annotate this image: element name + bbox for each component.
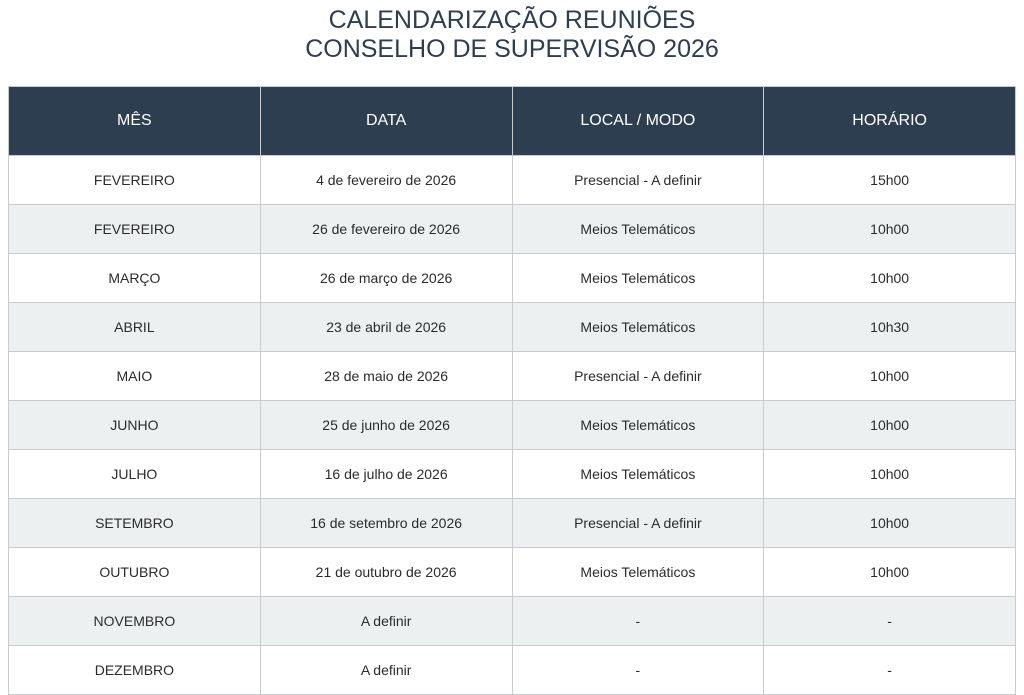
table-row: ABRIL 23 de abril de 2026 Meios Telemático… — [8, 302, 1016, 352]
cell-local-modo: Presencial - A definir — [511, 351, 765, 401]
cell-horario: 10h00 — [763, 204, 1016, 254]
cell-data: 26 de março de 2026 — [259, 253, 513, 303]
table-row: SETEMBRO 16 de setembro de 2026 Presencial… — [8, 498, 1016, 548]
cell-mes: OUTUBRO — [8, 547, 261, 597]
cell-local-modo: Meios Telemáticos — [511, 302, 765, 352]
title-line-2: CONSELHO DE SUPERVISÃO 2026 — [305, 35, 719, 63]
cell-data: 16 de julho de 2026 — [259, 449, 513, 499]
cell-mes: DEZEMBRO — [8, 645, 261, 695]
table-row: MARÇO 26 de março de 2026 Meios Telemático… — [8, 253, 1016, 303]
cell-horario: - — [763, 596, 1016, 646]
header-local-modo: LOCAL / MODO — [511, 86, 765, 156]
cell-horario: 15h00 — [763, 155, 1016, 205]
cell-data: A definir — [259, 645, 513, 695]
cell-horario: 10h00 — [763, 400, 1016, 450]
cell-data: 25 de junho de 2026 — [259, 400, 513, 450]
meetings-table: MÊS DATA LOCAL / MODO HORÁRIO FEVEREIRO 4… — [8, 86, 1016, 695]
cell-mes: ABRIL — [8, 302, 261, 352]
cell-local-modo: Meios Telemáticos — [511, 449, 765, 499]
cell-local-modo: Meios Telemáticos — [511, 253, 765, 303]
cell-mes: JUNHO — [8, 400, 261, 450]
cell-mes: FEVEREIRO — [8, 204, 261, 254]
table-row: MAIO 28 de maio de 2026 Presencial - A def… — [8, 351, 1016, 401]
cell-mes: NOVEMBRO — [8, 596, 261, 646]
table-row: JULHO 16 de julho de 2026 Meios Telemático… — [8, 449, 1016, 499]
cell-mes: MARÇO — [8, 253, 261, 303]
cell-data: 16 de setembro de 2026 — [259, 498, 513, 548]
cell-horario: - — [763, 645, 1016, 695]
cell-local-modo: Presencial - A definir — [511, 498, 765, 548]
cell-horario: 10h00 — [763, 253, 1016, 303]
cell-data: 21 de outubro de 2026 — [259, 547, 513, 597]
cell-data: 26 de fevereiro de 2026 — [259, 204, 513, 254]
cell-horario: 10h00 — [763, 498, 1016, 548]
cell-horario: 10h00 — [763, 351, 1016, 401]
cell-horario: 10h00 — [763, 449, 1016, 499]
cell-mes: MAIO — [8, 351, 261, 401]
cell-mes: SETEMBRO — [8, 498, 261, 548]
table-row: NOVEMBRO A definir - - — [8, 596, 1016, 646]
cell-local-modo: Meios Telemáticos — [511, 547, 765, 597]
header-horario: HORÁRIO — [763, 86, 1016, 156]
cell-local-modo: - — [511, 645, 765, 695]
header-data: DATA — [259, 86, 513, 156]
cell-data: 28 de maio de 2026 — [259, 351, 513, 401]
cell-data: 23 de abril de 2026 — [259, 302, 513, 352]
cell-data: A definir — [259, 596, 513, 646]
cell-horario: 10h00 — [763, 547, 1016, 597]
cell-local-modo: Meios Telemáticos — [511, 400, 765, 450]
table-row: DEZEMBRO A definir - - — [8, 645, 1016, 695]
table-row: OUTUBRO 21 de outubro de 2026 Meios Telemá… — [8, 547, 1016, 597]
page-title: CALENDARIZAÇÃO REUNIÕES CONSELHO DE SUPE… — [0, 6, 1024, 64]
title-line-1: CALENDARIZAÇÃO REUNIÕES — [328, 6, 696, 34]
cell-horario: 10h30 — [763, 302, 1016, 352]
cell-local-modo: Meios Telemáticos — [511, 204, 765, 254]
table-header-row: MÊS DATA LOCAL / MODO HORÁRIO — [8, 86, 1016, 156]
table-row: FEVEREIRO 4 de fevereiro de 2026 Presencia… — [8, 155, 1016, 205]
cell-data: 4 de fevereiro de 2026 — [259, 155, 513, 205]
cell-local-modo: - — [511, 596, 765, 646]
table-row: FEVEREIRO 26 de fevereiro de 2026 Meios Te… — [8, 204, 1016, 254]
cell-local-modo: Presencial - A definir — [511, 155, 765, 205]
cell-mes: FEVEREIRO — [8, 155, 261, 205]
header-mes: MÊS — [8, 86, 261, 156]
table-row: JUNHO 25 de junho de 2026 Meios Telemático… — [8, 400, 1016, 450]
cell-mes: JULHO — [8, 449, 261, 499]
